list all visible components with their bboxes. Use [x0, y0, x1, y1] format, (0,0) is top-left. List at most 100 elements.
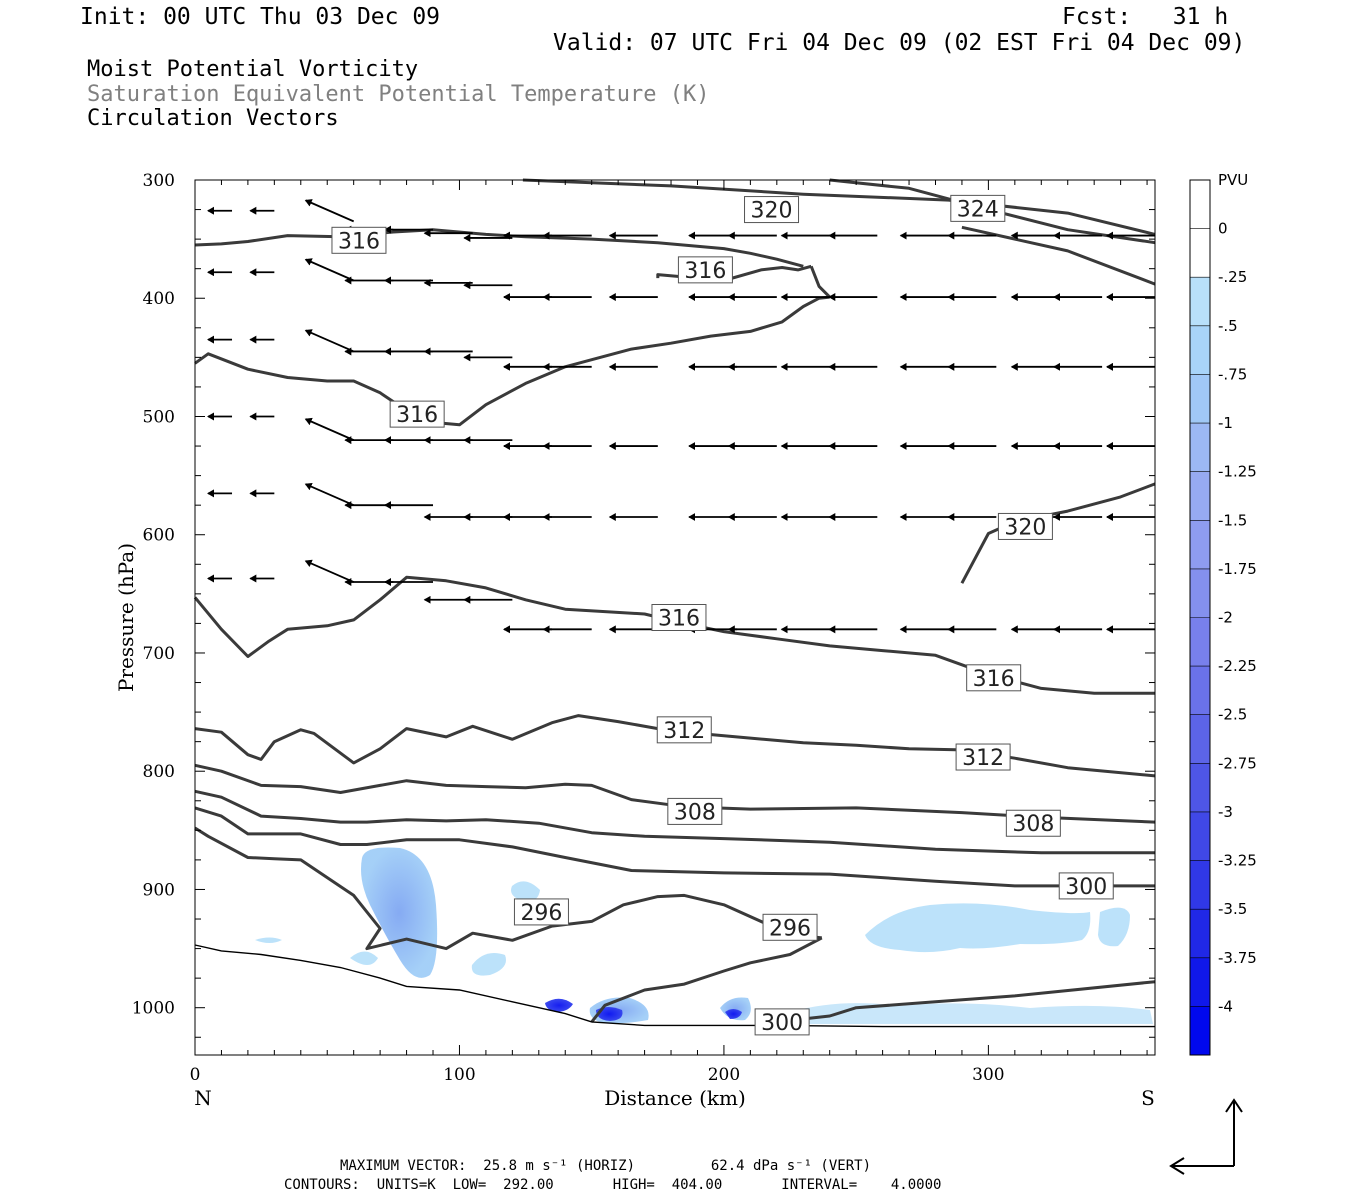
contour-label-box-13 [513, 898, 569, 926]
colorbar-swatch-15 [1190, 909, 1210, 959]
contour-label-3: 316 [684, 259, 726, 284]
colorbar-label: -3.25 [1218, 852, 1257, 870]
y-tick-label: 400 [143, 289, 175, 309]
colorbar-swatch-11 [1190, 714, 1210, 764]
contour-label-box-12 [1058, 872, 1114, 900]
colorbar-label: -4 [1218, 997, 1233, 1015]
circulation-vector-59 [304, 417, 355, 441]
colorbar-swatch-3 [1190, 325, 1210, 375]
contour-label-6: 316 [658, 607, 700, 632]
theta-e-contour-1 [522, 178, 1156, 236]
circulation-vector-layer [207, 199, 1155, 634]
mpv-shade-12 [790, 1003, 1153, 1024]
contour-label-0: 320 [751, 199, 793, 224]
mpv-shade-11 [725, 1009, 742, 1019]
mpv-shading-layer [255, 847, 1153, 1024]
mpv-shade-5 [865, 903, 1091, 953]
contour-label-box-15 [754, 1008, 810, 1036]
x-tick-label: 300 [972, 1065, 1004, 1085]
colorbar-swatch-12 [1190, 763, 1210, 813]
contour-label-box-4 [389, 400, 445, 428]
theta-e-contour-11 [194, 789, 1155, 855]
colorbar-units: PVU [1218, 171, 1248, 189]
theta-e-contour-3 [961, 225, 1156, 286]
colorbar-swatch-10 [1190, 666, 1210, 716]
contour-label-10: 308 [674, 800, 716, 825]
theta-e-contour-15 [776, 980, 1156, 1024]
colorbar-label: -1 [1218, 414, 1233, 432]
colorbar-swatch-8 [1190, 568, 1210, 618]
colorbar-label: -3.5 [1218, 900, 1247, 918]
contour-label-box-1 [950, 194, 1006, 222]
contour-label-box-7 [966, 664, 1022, 692]
field-title-mpv: Moist Potential Vorticity [87, 57, 419, 82]
mpv-shade-9 [545, 998, 573, 1012]
y-tick-label: 700 [143, 644, 175, 664]
valid-time: Valid: 07 UTC Fri 04 Dec 09 (02 EST Fri … [553, 30, 1246, 56]
contour-label-box-2 [331, 226, 387, 254]
contour-info-note: CONTOURS: UNITS=K LOW= 292.00 HIGH= 404.… [284, 1177, 942, 1193]
contour-label-box-8 [656, 716, 712, 744]
circulation-vector-2 [304, 199, 355, 223]
contour-label-13: 296 [520, 901, 562, 926]
theta-e-contour-4 [656, 264, 812, 282]
theta-e-contour-9 [194, 714, 1156, 778]
x-tick-label: 100 [443, 1065, 475, 1085]
y-tick-label: 800 [143, 762, 175, 782]
contour-label-4: 316 [396, 403, 438, 428]
y-tick-label: 500 [143, 407, 175, 427]
colorbar-label: -1.5 [1218, 511, 1247, 529]
contour-label-box-14 [762, 913, 818, 941]
contour-label-9: 312 [962, 746, 1004, 771]
contour-label-box-11 [1005, 809, 1061, 837]
colorbar-swatch-16 [1190, 957, 1210, 1007]
theta-e-contour-12 [194, 806, 1155, 888]
colorbar-label: -.75 [1218, 365, 1247, 383]
reference-vector [1169, 1098, 1243, 1175]
colorbar-label: 0 [1218, 220, 1228, 238]
circulation-vector-78 [304, 482, 355, 506]
contour-label-2: 316 [338, 229, 380, 254]
y-tick-label: 1000 [132, 999, 175, 1019]
colorbar-swatch-4 [1190, 374, 1210, 424]
contour-label-box-5 [997, 512, 1053, 540]
contour-label-layer: 320 324 316 316 316 320 316 316 312 312 308 308 300 2… [331, 194, 1114, 1036]
colorbar-label: -1.25 [1218, 463, 1257, 481]
colorbar-swatch-14 [1190, 860, 1210, 910]
colorbar-label: -.25 [1218, 268, 1247, 286]
max-vector-note: MAXIMUM VECTOR: 25.8 m s⁻¹ (HORIZ) 62.4 … [340, 1158, 872, 1174]
plot-frame [194, 179, 1156, 1056]
contour-label-7: 316 [973, 667, 1015, 692]
theta-e-contour-7 [193, 575, 1155, 695]
theta-e-contour-13 [194, 826, 822, 951]
x-axis-label: Distance (km) [604, 1086, 746, 1110]
theta-e-contour-10 [194, 763, 1156, 824]
y-axis-label: Pressure (hPa) [114, 543, 138, 692]
contour-label-box-6 [651, 604, 707, 631]
mpv-shade-4 [255, 937, 282, 943]
colorbar-label: -2 [1218, 609, 1233, 627]
mpv-shade-0 [361, 847, 438, 978]
contour-label-1: 324 [957, 197, 999, 222]
colorbar-swatch-2 [1190, 277, 1210, 327]
colorbar-swatch-9 [1190, 617, 1210, 667]
colorbar-label: -.5 [1218, 317, 1238, 335]
colorbar-swatch-13 [1190, 811, 1210, 862]
colorbar-label: -1.75 [1218, 560, 1257, 578]
colorbar-swatch-1 [1190, 228, 1210, 278]
pv-colorbar: PVU 0 -.25 -.5 -.75 -1 -1.25 -1.5 -1.75 -2 -2.25 -2… [1189, 171, 1257, 1056]
theta-e-contour-5 [194, 295, 830, 427]
contour-label-8: 312 [663, 719, 705, 744]
colorbar-swatch-17 [1190, 1006, 1210, 1056]
colorbar-label: -3 [1218, 803, 1233, 821]
colorbar-swatch-0 [1190, 180, 1210, 230]
contour-label-box-10 [667, 797, 723, 825]
contour-label-5: 320 [1004, 515, 1046, 540]
forecast-hour: Fcst: 31 h [1062, 4, 1229, 30]
mpv-shade-3 [471, 952, 506, 976]
field-title-thetae: Saturation Equivalent Potential Temperat… [87, 82, 710, 107]
plot-axes: 300 400 500 600 700 800 900 1000 0 100 200 300 Dista… [114, 171, 1156, 1110]
south-label: S [1141, 1086, 1155, 1110]
circulation-vector-21 [304, 258, 355, 282]
